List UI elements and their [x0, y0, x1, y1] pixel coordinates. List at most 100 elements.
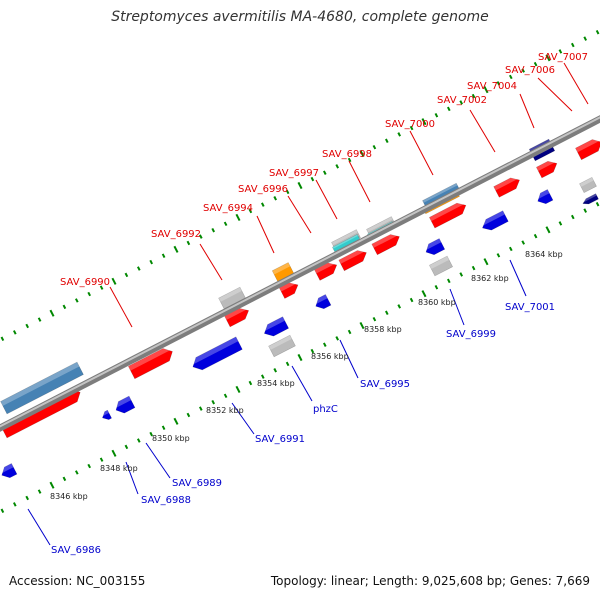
- major-tick: [545, 54, 551, 62]
- gene-label-bottom[interactable]: SAV_6989: [172, 478, 222, 489]
- major-tick: [173, 417, 179, 425]
- scale-label[interactable]: 8356 kbp: [311, 352, 349, 361]
- minor-tick: [161, 425, 166, 430]
- scale-label[interactable]: 8350 kbp: [152, 434, 190, 443]
- minor-tick: [508, 246, 513, 252]
- gene-label-top[interactable]: SAV_6997: [269, 168, 319, 179]
- gene-shine: [191, 336, 239, 366]
- scale-label[interactable]: 8346 kbp: [50, 492, 88, 501]
- minor-tick: [74, 298, 79, 303]
- gene-label-bottom[interactable]: SAV_6988: [141, 495, 191, 506]
- gene-arrow[interactable]: [493, 175, 523, 198]
- gene-label-top[interactable]: SAV_6996: [238, 184, 288, 195]
- gene-shine: [0, 362, 80, 406]
- minor-tick: [248, 208, 253, 214]
- scale-label[interactable]: 8360 kbp: [418, 298, 456, 307]
- gene-arrow[interactable]: [261, 316, 289, 340]
- gene-label-top[interactable]: SAV_6990: [60, 277, 110, 288]
- gene-shine: [268, 335, 292, 350]
- gene-shine: [422, 183, 458, 203]
- minor-tick: [0, 336, 5, 341]
- scale-label[interactable]: 8352 kbp: [206, 406, 244, 415]
- minor-tick: [248, 380, 253, 386]
- gene-arrow[interactable]: [338, 247, 369, 272]
- gene-label-top[interactable]: SAV_7002: [437, 95, 487, 106]
- major-tick: [421, 118, 427, 126]
- minor-tick: [459, 100, 464, 105]
- minor-tick: [508, 74, 513, 80]
- gene-label-bottom[interactable]: SAV_6986: [51, 545, 101, 556]
- gene-shine: [128, 348, 172, 371]
- minor-tick: [186, 412, 191, 418]
- minor-tick: [471, 93, 476, 99]
- minor-tick: [446, 278, 451, 284]
- scale-label[interactable]: 8348 kbp: [100, 464, 138, 473]
- gene-label-bottom[interactable]: SAV_6995: [360, 379, 410, 390]
- major-tick: [359, 322, 365, 330]
- minor-tick: [74, 470, 79, 475]
- gene-label-top[interactable]: SAV_7004: [467, 81, 517, 92]
- minor-tick: [434, 113, 439, 118]
- gene-arrow[interactable]: [0, 463, 18, 480]
- gene-grey[interactable]: [268, 334, 296, 358]
- gene-arrow[interactable]: [113, 395, 136, 416]
- leader-line: [339, 339, 359, 379]
- minor-tick: [384, 310, 389, 316]
- gene-shine: [115, 396, 132, 409]
- gene-arrow[interactable]: [429, 200, 468, 229]
- gene-label-top[interactable]: SAV_7006: [505, 65, 555, 76]
- gene-label-bottom[interactable]: SAV_6999: [446, 329, 496, 340]
- gene-arrow[interactable]: [536, 158, 559, 179]
- minor-tick: [260, 374, 265, 379]
- minor-tick: [186, 240, 191, 246]
- gene-body: [579, 177, 597, 193]
- gene-label-bottom[interactable]: phzC: [313, 404, 338, 415]
- gene-arrow[interactable]: [128, 345, 175, 380]
- gene-shine: [332, 234, 359, 249]
- gene-grey[interactable]: [579, 177, 597, 193]
- gene-shine: [425, 238, 442, 251]
- gene-cyan[interactable]: [332, 234, 360, 252]
- gene-label-top[interactable]: SAV_7007: [538, 52, 588, 63]
- gene-shine: [314, 262, 336, 274]
- gene-label-top[interactable]: SAV_6994: [203, 203, 253, 214]
- gene-arrow[interactable]: [190, 336, 243, 373]
- gene-arrow[interactable]: [313, 294, 332, 311]
- minor-tick: [0, 508, 5, 513]
- gene-shine: [371, 234, 399, 248]
- minor-tick: [211, 227, 216, 233]
- gene-shine: [366, 216, 393, 233]
- gene-label-top[interactable]: SAV_6992: [151, 229, 201, 240]
- gene-label-top[interactable]: SAV_6998: [322, 149, 372, 160]
- scale-label[interactable]: 8364 kbp: [525, 250, 563, 259]
- gene-steelblue-large[interactable]: [0, 361, 84, 415]
- gene-arrow[interactable]: [575, 136, 600, 161]
- gene-label-bottom[interactable]: SAV_6991: [255, 434, 305, 445]
- gene-arrow[interactable]: [371, 231, 402, 256]
- minor-tick: [136, 438, 141, 443]
- map-title: Streptomyces avermitilis MA-4680, comple…: [111, 9, 489, 25]
- accession-text: Accession: NC_003155: [9, 574, 146, 588]
- gene-body: [0, 361, 84, 415]
- leader-line: [27, 508, 51, 546]
- minor-tick: [384, 138, 389, 144]
- leader-line: [537, 77, 573, 112]
- gene-arrow[interactable]: [423, 238, 446, 258]
- minor-tick: [397, 132, 402, 137]
- scale-label[interactable]: 8358 kbp: [364, 325, 402, 334]
- gene-arrow[interactable]: [535, 189, 554, 206]
- leader-line: [231, 402, 255, 435]
- minor-tick: [37, 317, 42, 322]
- gene-grey[interactable]: [429, 255, 453, 277]
- minor-tick: [12, 330, 17, 335]
- minor-tick: [372, 316, 377, 322]
- scale-label[interactable]: 8362 kbp: [471, 274, 509, 283]
- major-tick: [297, 181, 303, 190]
- scale-label[interactable]: 8354 kbp: [257, 379, 295, 388]
- gene-arrow[interactable]: [582, 193, 599, 207]
- gene-arrow[interactable]: [480, 210, 509, 234]
- gene-label-top[interactable]: SAV_7000: [385, 119, 435, 130]
- gene-label-bottom[interactable]: SAV_7001: [505, 302, 555, 313]
- genome-axis: [0, 115, 600, 432]
- gene-arrow[interactable]: [100, 409, 112, 422]
